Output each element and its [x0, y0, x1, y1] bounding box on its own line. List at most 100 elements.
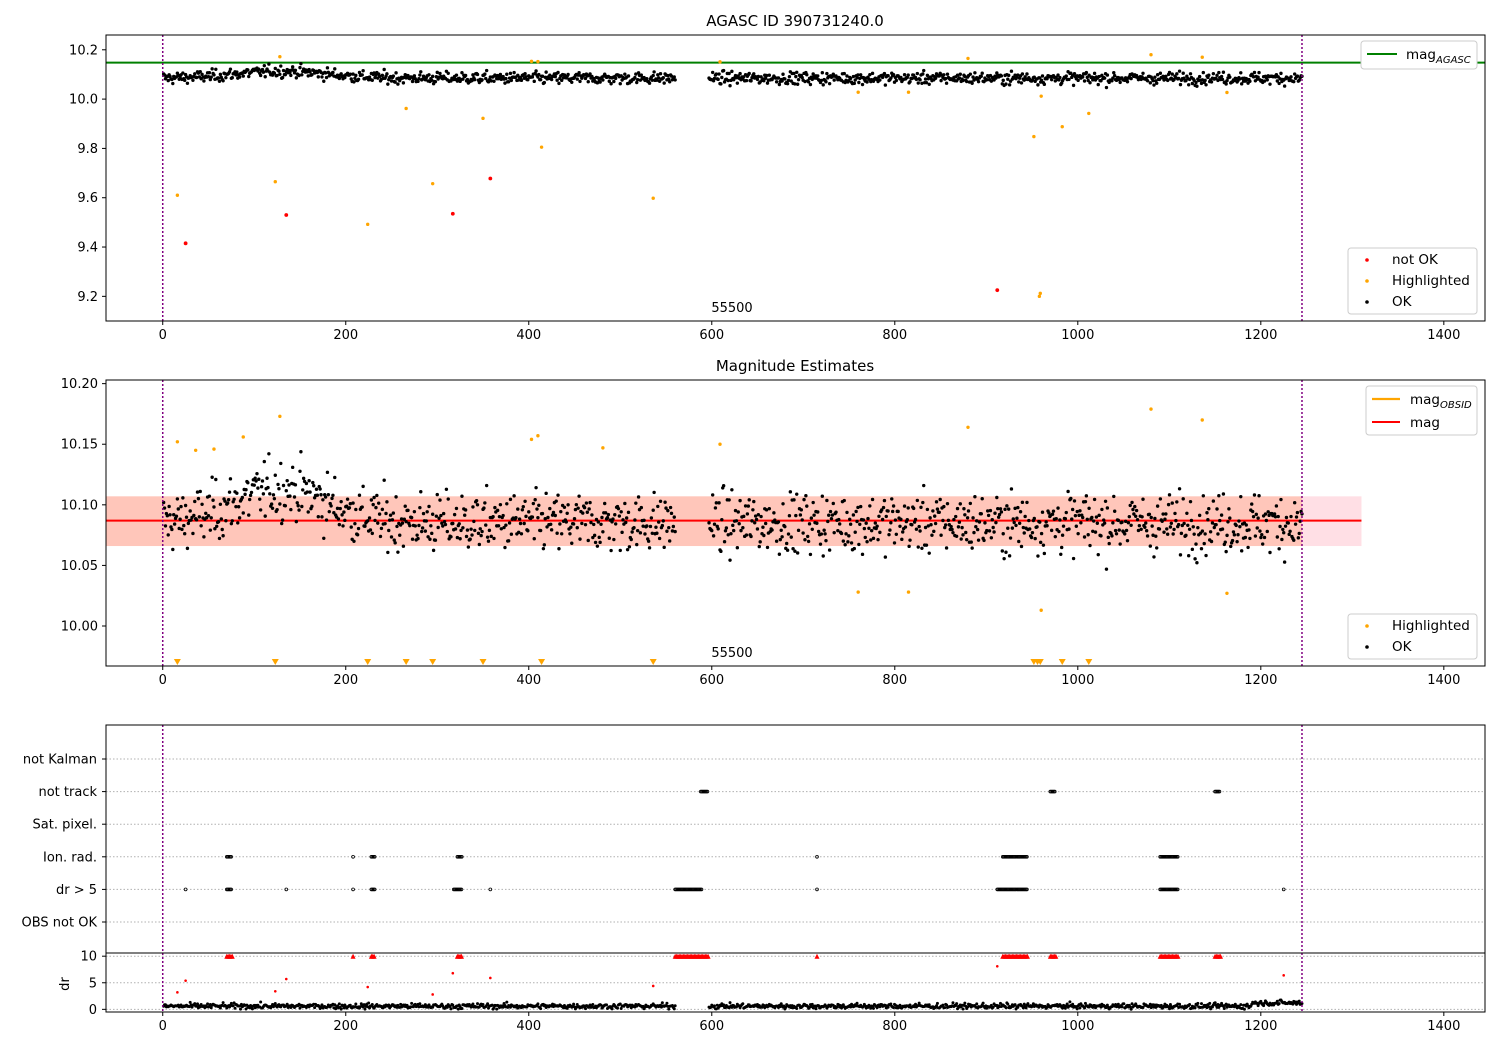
ok-point [788, 490, 793, 494]
ok-point [342, 510, 346, 514]
ok-point [634, 501, 638, 505]
ok-point [1176, 522, 1181, 527]
ok-point [482, 506, 486, 510]
ok-point [258, 73, 263, 78]
ok-point [184, 515, 189, 519]
ok-point [345, 497, 350, 501]
ok-point [624, 520, 628, 525]
panel-magnitude-estimates: Magnitude Estimates 0 200 400 600 800 1000 120… [61, 357, 1486, 688]
flag-point [1175, 854, 1180, 859]
ok-point [1211, 499, 1216, 503]
ok-point [744, 78, 749, 83]
ok-point [1147, 512, 1152, 516]
ok-point [378, 534, 383, 539]
ok-point [557, 547, 561, 551]
ok-point [308, 490, 312, 494]
ok-point [930, 533, 934, 537]
ok-point [389, 79, 394, 83]
dr-point [1130, 1002, 1134, 1006]
ok-point [810, 527, 814, 531]
highlighted-point [241, 435, 245, 439]
ok-point [492, 79, 496, 83]
ok-point [806, 534, 810, 539]
ok-point [421, 511, 426, 516]
ok-point [795, 70, 799, 74]
ok-point [338, 506, 342, 511]
ok-point [281, 483, 286, 488]
ok-point [207, 70, 212, 75]
dr-point [935, 1004, 939, 1008]
out-of-range-marker [1085, 659, 1093, 665]
flag-label: OBS not OK [22, 916, 98, 931]
ok-point [446, 71, 450, 75]
ok-point [463, 508, 468, 512]
ok-point [1045, 524, 1049, 528]
ok-point [1283, 524, 1288, 528]
out-of-range-marker [649, 659, 657, 665]
ok-point [207, 494, 212, 498]
ok-point [672, 75, 676, 79]
ok-point [1144, 529, 1149, 533]
ok-point [810, 77, 814, 82]
highlighted-point [536, 59, 540, 64]
ok-point [1292, 538, 1296, 542]
dr-point [817, 1004, 821, 1008]
ok-point [198, 489, 202, 494]
dr-point [1213, 1001, 1217, 1005]
ok-point [1243, 535, 1248, 540]
ok-point [779, 528, 783, 532]
ok-point [247, 497, 252, 502]
panel1-marks [106, 35, 1485, 321]
dr-point [298, 1006, 302, 1010]
ok-point [733, 508, 738, 513]
highlighted-point [906, 90, 911, 94]
ok-point [1021, 525, 1026, 530]
ok-point [549, 77, 554, 82]
dr-point [536, 1002, 540, 1006]
ok-point [1097, 513, 1101, 518]
ok-point [1149, 515, 1153, 520]
ok-point [331, 493, 335, 497]
ok-point [189, 518, 193, 522]
dr-point [727, 1006, 731, 1010]
ok-point [183, 503, 188, 508]
ok-point [1209, 539, 1214, 544]
ok-point [246, 480, 250, 485]
ok-point [1262, 535, 1267, 540]
ok-point [925, 507, 930, 512]
ok-point [884, 514, 888, 519]
x-tick-label: 1200 [1244, 673, 1277, 688]
ok-point [493, 505, 497, 510]
ok-point [882, 71, 887, 76]
ok-point [351, 72, 355, 76]
ok-point [662, 81, 666, 85]
ok-point [398, 533, 402, 537]
ok-point [280, 75, 285, 80]
ok-point [181, 71, 185, 75]
ok-point [215, 524, 219, 528]
ok-point [1069, 496, 1073, 501]
ok-point [800, 518, 804, 522]
ok-point [419, 529, 424, 534]
ok-point [555, 531, 559, 535]
ok-point [979, 74, 983, 78]
x-tick-label: 600 [699, 328, 724, 343]
ok-point [671, 524, 676, 529]
ok-point [1009, 487, 1014, 491]
ok-point [1133, 504, 1137, 509]
ok-point [273, 66, 277, 71]
ok-point [509, 532, 514, 536]
ok-point [662, 545, 666, 550]
ok-point [437, 516, 441, 520]
ok-point [906, 73, 910, 77]
ok-point [519, 532, 524, 536]
ok-point [962, 507, 966, 511]
ok-point [877, 514, 881, 518]
ok-point [471, 73, 475, 77]
ok-point [999, 74, 1004, 78]
highlighted-point [539, 145, 544, 149]
ok-point [382, 478, 386, 482]
ok-point [206, 513, 211, 518]
ok-point [262, 63, 267, 68]
ok-point [993, 511, 997, 515]
